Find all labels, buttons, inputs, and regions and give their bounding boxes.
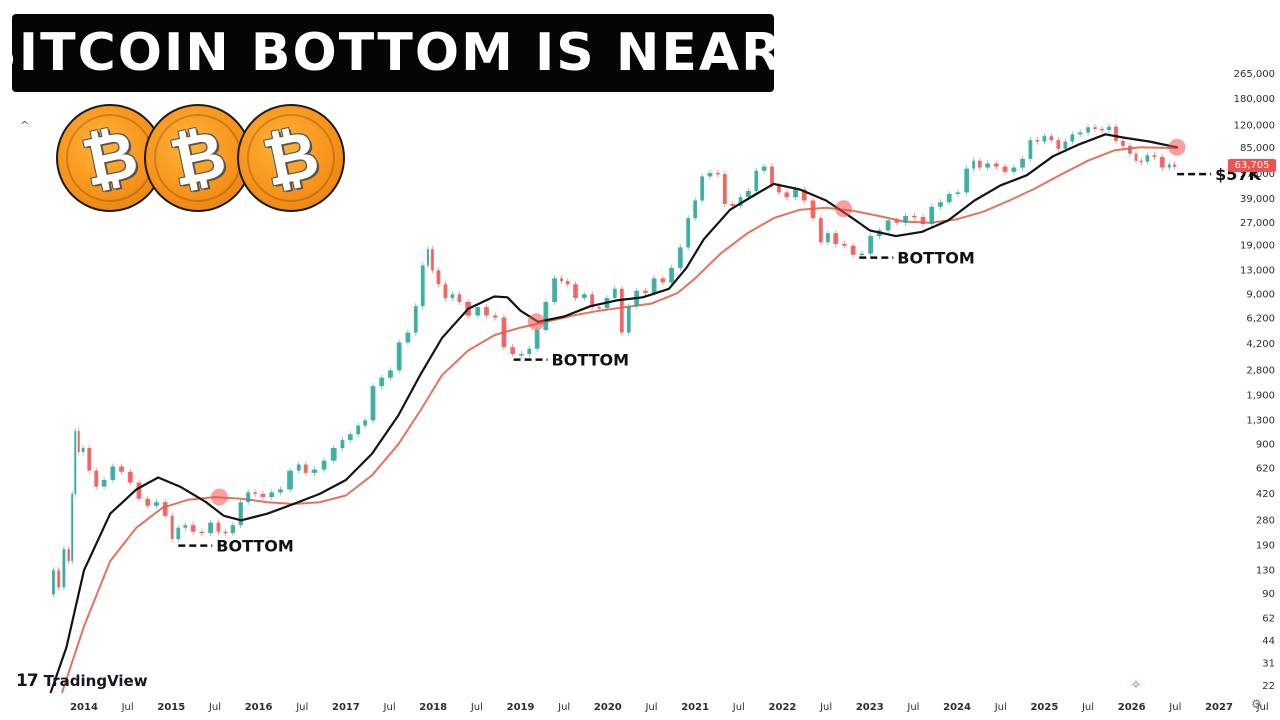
x-tick-label: 2026 bbox=[1118, 702, 1146, 713]
moving-average-black-path bbox=[49, 133, 1179, 694]
y-tick-label: 27,000 bbox=[1240, 218, 1275, 229]
x-tick-label: 2018 bbox=[419, 702, 447, 713]
y-tick-label: 85,000 bbox=[1240, 143, 1275, 154]
y-tick-label: 19,000 bbox=[1240, 241, 1275, 252]
x-tick-label: 2022 bbox=[769, 702, 797, 713]
x-tick-label: Jul bbox=[1168, 702, 1181, 713]
annotation-label: BOTTOM bbox=[897, 249, 975, 268]
moving-average-red-path bbox=[61, 146, 1179, 694]
y-tick-label: 420 bbox=[1256, 489, 1275, 500]
x-tick-label: 2020 bbox=[594, 702, 622, 713]
moving-average-red-line bbox=[61, 146, 1179, 694]
magic-icon[interactable]: ✧ bbox=[1130, 678, 1142, 693]
x-tick-label: 2014 bbox=[70, 702, 98, 713]
x-tick-label: Jul bbox=[732, 702, 745, 713]
y-tick-label: 130 bbox=[1256, 565, 1275, 576]
crossover-marker bbox=[1168, 138, 1186, 156]
crossover-markers bbox=[210, 138, 1186, 506]
x-tick-label: 2021 bbox=[681, 702, 709, 713]
tradingview-icon: 17 bbox=[16, 671, 39, 691]
x-tick-label: Jul bbox=[208, 702, 221, 713]
x-tick-label: 2023 bbox=[856, 702, 884, 713]
y-tick-label: 620 bbox=[1256, 464, 1275, 475]
x-tick-label: Jul bbox=[1081, 702, 1094, 713]
x-tick-label: Jul bbox=[819, 702, 832, 713]
y-tick-label: 190 bbox=[1256, 541, 1275, 552]
x-tick-label: Jul bbox=[383, 702, 396, 713]
x-tick-label: Jul bbox=[906, 702, 919, 713]
page-title: BITCOIN BOTTOM IS NEAR! bbox=[0, 23, 809, 83]
annotation-label: BOTTOM bbox=[552, 351, 630, 370]
y-tick-label: 180,000 bbox=[1234, 94, 1275, 105]
y-tick-label: 9,000 bbox=[1246, 289, 1275, 300]
crossover-marker bbox=[527, 313, 545, 331]
y-tick-label: 265,000 bbox=[1234, 69, 1275, 80]
crossover-marker bbox=[835, 200, 853, 218]
title-banner: BITCOIN BOTTOM IS NEAR! bbox=[0, 14, 807, 92]
bitcoin-glyph: ₿ bbox=[256, 114, 326, 202]
bitcoin-icon: ₿ bbox=[144, 104, 252, 212]
y-tick-label: 57,000 bbox=[1240, 169, 1275, 180]
x-tick-label: 2017 bbox=[332, 702, 360, 713]
y-tick-label: 1,300 bbox=[1246, 415, 1275, 426]
x-tick-label: Jul bbox=[121, 702, 134, 713]
settings-icon[interactable]: ⚙ bbox=[1251, 697, 1262, 711]
y-tick-label: 39,000 bbox=[1240, 194, 1275, 205]
collapse-icon[interactable]: ^ bbox=[20, 119, 30, 132]
y-tick-label: 2,800 bbox=[1246, 365, 1275, 376]
y-tick-label: 31 bbox=[1262, 659, 1275, 670]
y-tick-label: 6,200 bbox=[1246, 314, 1275, 325]
x-tick-label: Jul bbox=[295, 702, 308, 713]
y-tick-label: 1,900 bbox=[1246, 391, 1275, 402]
x-tick-label: 2024 bbox=[943, 702, 971, 713]
x-tick-label: Jul bbox=[994, 702, 1007, 713]
y-tick-label: 13,000 bbox=[1240, 265, 1275, 276]
x-tick-label: Jul bbox=[644, 702, 657, 713]
tradingview-logo[interactable]: 17 TradingView bbox=[16, 670, 148, 692]
x-tick-label: Jul bbox=[470, 702, 483, 713]
y-tick-label: 4,200 bbox=[1246, 339, 1275, 350]
y-tick-label: 22 bbox=[1262, 681, 1275, 692]
brand-name: TradingView bbox=[43, 672, 148, 690]
x-tick-label: 2016 bbox=[245, 702, 273, 713]
x-tick-label: 2015 bbox=[157, 702, 185, 713]
x-tick-label: 2025 bbox=[1030, 702, 1058, 713]
coin-ring bbox=[247, 114, 335, 202]
y-tick-label: 90 bbox=[1262, 589, 1275, 600]
annotation-label: BOTTOM bbox=[216, 537, 294, 556]
y-tick-label: 62 bbox=[1262, 614, 1275, 625]
bitcoin-icon: ₿ bbox=[237, 104, 345, 212]
crossover-marker bbox=[210, 488, 228, 506]
x-axis: 2014 Jul 2015 Jul 2016 Jul 2017 Jul 2018 Jul 2019 J… bbox=[70, 702, 1269, 713]
y-axis: 265,000 180,000 120,000 85,000 57,000 39,000 2… bbox=[1234, 69, 1275, 692]
price-series bbox=[52, 123, 1176, 598]
x-tick-label: Jul bbox=[1256, 702, 1269, 713]
current-price-tag: 63,705 bbox=[1228, 159, 1276, 172]
y-tick-label: 120,000 bbox=[1234, 121, 1275, 132]
x-tick-label: 2027 bbox=[1205, 702, 1233, 713]
moving-average-black-line bbox=[49, 133, 1179, 694]
x-tick-label: Jul bbox=[557, 702, 570, 713]
y-tick-label: 900 bbox=[1256, 439, 1275, 450]
y-tick-label: 44 bbox=[1262, 636, 1275, 647]
y-tick-label: 280 bbox=[1256, 515, 1275, 526]
x-tick-label: 2019 bbox=[507, 702, 535, 713]
